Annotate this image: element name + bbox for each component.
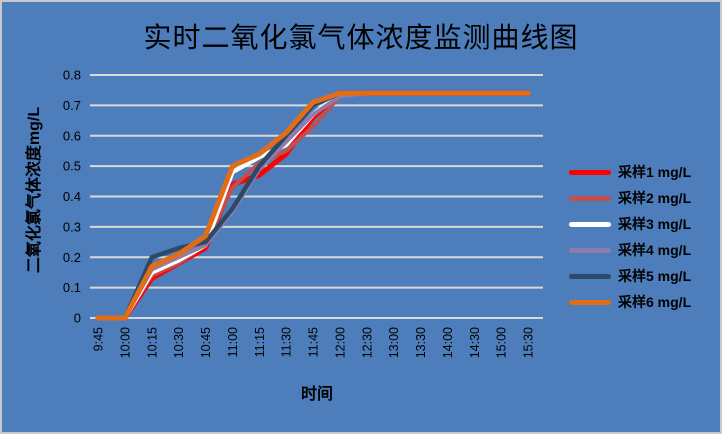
x-axis-title: 时间 (300, 386, 333, 403)
legend-item-5: 采样5 mg/L (569, 263, 691, 289)
x-tick-label: 11:15 (253, 327, 267, 357)
legend-label: 采样1 mg/L (618, 164, 692, 180)
x-tick-label: 13:30 (414, 327, 428, 358)
x-tick-label: 14:30 (468, 327, 482, 358)
legend-swatch (569, 273, 611, 279)
x-tick-label: 12:30 (360, 327, 374, 358)
y-axis-title: 二氧化氯气体浓度mg/L (26, 106, 43, 274)
y-tick-label: 0.2 (63, 250, 81, 265)
x-tick-label: 9:45 (92, 327, 106, 351)
legend-label: 采样3 mg/L (618, 216, 692, 232)
chart-title: 实时二氧化氯气体浓度监测曲线图 (143, 21, 579, 54)
legend-label: 采样5 mg/L (618, 268, 692, 284)
legend-label: 采样2 mg/L (618, 190, 692, 206)
y-tick-label: 0.1 (63, 280, 81, 295)
legend-swatch (569, 195, 611, 201)
x-tick-label: 12:00 (333, 327, 347, 358)
legend-item-4: 采样4 mg/L (569, 237, 691, 263)
x-tick-label: 10:45 (199, 327, 213, 358)
series-line-6 (95, 90, 531, 321)
y-tick-label: 0.5 (63, 159, 81, 174)
x-tick-label: 10:00 (118, 327, 132, 358)
y-tick-label: 0.6 (63, 128, 81, 143)
x-tick-label: 11:00 (226, 327, 240, 357)
x-tick-label: 10:15 (145, 327, 159, 358)
x-tick-label: 14:00 (441, 327, 455, 358)
x-tick-label: 15:30 (522, 327, 536, 358)
y-tick-label: 0.3 (63, 219, 81, 234)
x-tick-label: 13:00 (387, 327, 401, 358)
legend-item-2: 采样2 mg/L (569, 185, 691, 211)
legend-item-3: 采样3 mg/L (569, 211, 691, 237)
legend-item-1: 采样1 mg/L (569, 159, 691, 185)
x-tick-label: 15:00 (495, 327, 509, 358)
legend: 采样1 mg/L 采样2 mg/L 采样3 mg/L 采样4 mg/L 采样5 mg/L… (569, 159, 691, 315)
legend-label: 采样6 mg/L (618, 294, 692, 310)
x-tick-label: 11:30 (280, 327, 294, 357)
legend-swatch (569, 169, 611, 175)
legend-swatch (569, 221, 611, 227)
y-tick-label: 0 (74, 311, 81, 326)
y-tick-label: 0.8 (63, 68, 81, 83)
x-tick-label: 10:30 (172, 327, 186, 358)
y-tick-label: 0.4 (63, 189, 81, 204)
legend-swatch (569, 299, 611, 305)
legend-swatch (569, 247, 611, 253)
x-tick-label: 11:45 (307, 327, 321, 357)
legend-item-6: 采样6 mg/L (569, 289, 691, 315)
y-tick-label: 0.7 (63, 98, 81, 113)
series-line-2 (96, 91, 530, 320)
legend-label: 采样4 mg/L (618, 242, 692, 258)
